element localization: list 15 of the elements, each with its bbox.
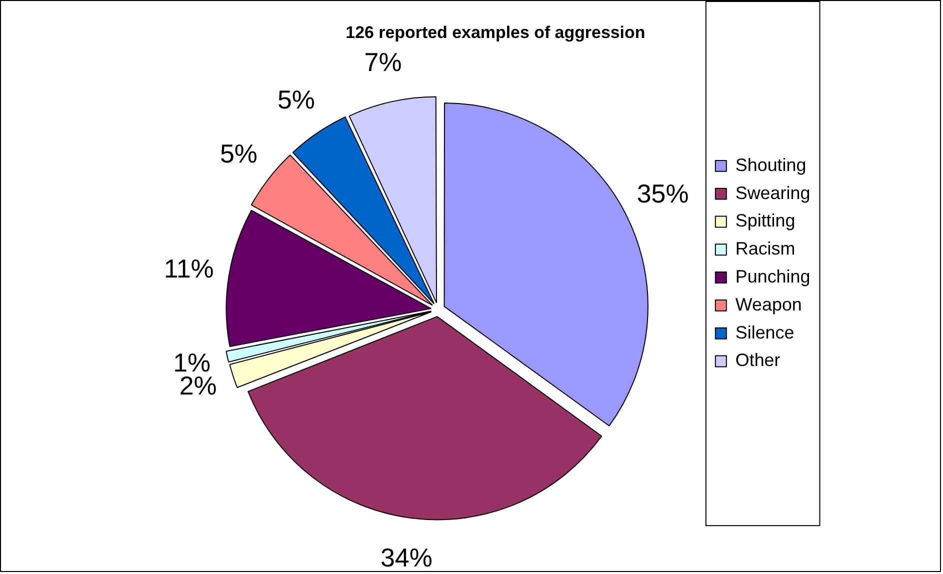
data-label: 34% (380, 544, 432, 573)
data-label: 5% (278, 86, 315, 114)
legend-label: Spitting (735, 210, 796, 231)
legend-label: Swearing (735, 182, 810, 203)
legend-label: Shouting (735, 154, 806, 175)
data-label: 35% (636, 180, 689, 208)
text: 126 reported examples of aggression (346, 22, 646, 42)
legend-label: Other (735, 350, 780, 370)
legend-label: Silence (735, 322, 794, 342)
data-label: 7% (364, 48, 402, 77)
data-label: 5% (220, 140, 258, 168)
legend-label: Weapon (735, 294, 802, 314)
legend-label: Punching (735, 266, 810, 286)
data-label: 11% (164, 255, 214, 284)
legend-label: Racism (735, 238, 796, 259)
